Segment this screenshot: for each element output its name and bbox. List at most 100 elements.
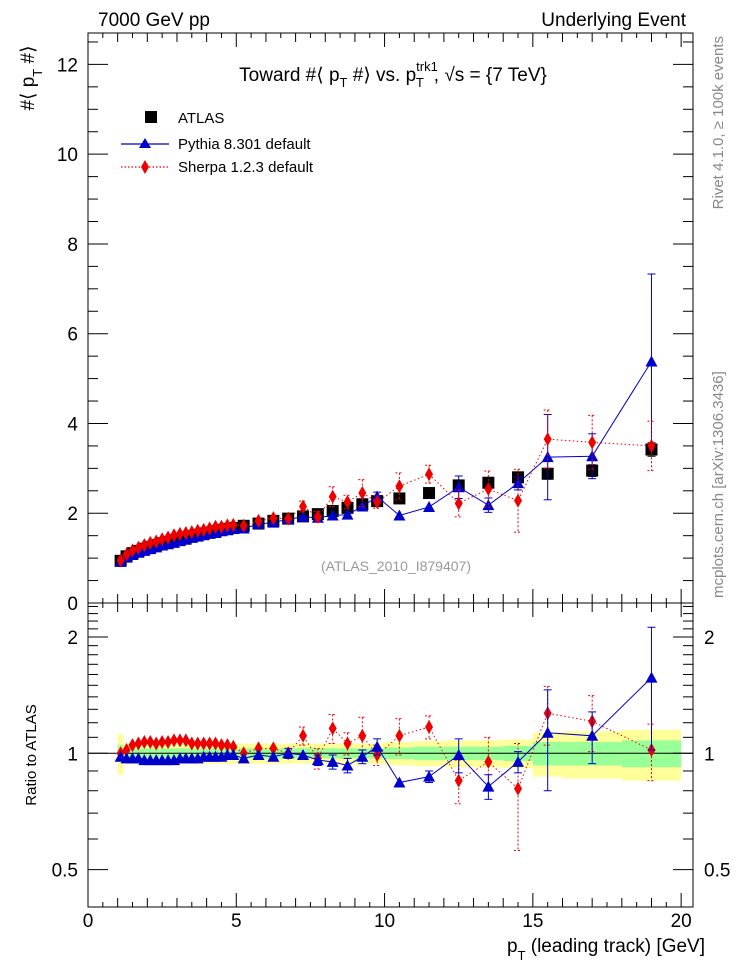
sherpa-ratio-point [128, 738, 137, 753]
ratio-y-tick-label-right: 2 [704, 628, 715, 649]
sherpa-ratio-point [140, 734, 149, 749]
ratio-y-tick-label-left: 0.5 [52, 861, 78, 882]
sherpa-ratio-point [205, 736, 214, 751]
x-tick-label: 15 [522, 911, 543, 932]
sherpa-ratio-point [328, 721, 337, 736]
sherpa-ratio-point [211, 736, 220, 751]
y-tick-label: 12 [57, 55, 78, 76]
ratio-y-tick-label-right: 0.5 [704, 861, 730, 882]
sherpa-point [164, 530, 173, 545]
sherpa-point [484, 482, 493, 496]
x-axis-label: pT (leading track) [GeV] [507, 936, 705, 963]
sherpa-point [254, 513, 263, 528]
ratio-y-tick-label-left: 1 [67, 744, 78, 765]
atlas-point [423, 487, 436, 500]
x-tick-label: 20 [671, 911, 692, 932]
ratio-ylabel: Ratio to ATLAS [23, 704, 40, 805]
sherpa-ratio-point [146, 734, 155, 749]
legend: ATLAS Pythia 8.301 default Sherpa 1.2.3 … [121, 110, 314, 176]
sherpa-point [181, 525, 190, 540]
pythia-ratio-point [452, 748, 465, 760]
sherpa-point [328, 489, 337, 504]
pythia-ratio-point [252, 748, 265, 760]
main-panel: 0 2 4 6 8 10 12 [57, 32, 694, 615]
sherpa-ratio-point [358, 728, 367, 743]
pythia-ratio-point [645, 671, 658, 683]
sherpa-ratio-point [343, 736, 352, 751]
pythia-point [297, 510, 310, 522]
legend-marker-atlas [145, 111, 157, 123]
x-tick-label: 10 [374, 911, 395, 932]
y-tick-label: 2 [67, 504, 78, 525]
pythia-ratio-point [341, 759, 354, 771]
pythia-point [326, 509, 339, 521]
sherpa-point [146, 535, 155, 550]
legend-label-pythia: Pythia 8.301 default [178, 136, 311, 153]
legend-label-sherpa: Sherpa 1.2.3 default [178, 159, 314, 176]
sherpa-ratio-point [217, 738, 226, 753]
sherpa-point [358, 486, 367, 501]
sherpa-point [122, 547, 131, 562]
sherpa-point [140, 538, 149, 553]
sherpa-point [152, 534, 161, 549]
sherpa-point [588, 435, 597, 450]
sherpa-ratio-point [269, 741, 278, 756]
pythia-ratio-point [237, 752, 250, 764]
sherpa-ratio-line [120, 712, 652, 790]
pythia-ratio-point [482, 780, 495, 792]
ratio-panel: 0 5 10 15 20 0.5 0.5 1 1 2 2 [52, 602, 730, 932]
sherpa-point [543, 432, 552, 447]
sherpa-point [299, 499, 308, 514]
pythia-ratio-point [586, 729, 599, 741]
pythia-ratio-point [267, 750, 280, 762]
header-right: Underlying Event [541, 10, 686, 31]
sherpa-ratio-point [454, 773, 463, 788]
pythia-point [423, 500, 436, 512]
legend-label-atlas: ATLAS [178, 110, 224, 127]
sherpa-ratio-point [164, 734, 173, 749]
sherpa-point [205, 521, 214, 536]
sherpa-ratio-point [158, 734, 167, 749]
pythia-ratio-point [326, 755, 339, 767]
sherpa-point [175, 526, 184, 541]
y-tick-label: 8 [67, 235, 78, 256]
ratio-y-tick-label-right: 1 [704, 744, 715, 765]
header-left: 7000 GeV pp [98, 10, 210, 31]
y-tick-label: 0 [67, 594, 78, 615]
sherpa-point [425, 467, 434, 482]
sherpa-ratio-point [175, 733, 184, 748]
pythia-ratio-point [512, 755, 525, 767]
pythia-ratio-point [311, 754, 324, 766]
pythia-ratio-point [356, 750, 369, 762]
sherpa-point [128, 543, 137, 558]
sherpa-ratio-point [254, 741, 263, 756]
y-tick-label: 10 [57, 145, 78, 166]
sherpa-ratio-point [425, 719, 434, 734]
sherpa-point [199, 522, 208, 537]
sherpa-point [514, 493, 523, 508]
sherpa-point [284, 511, 293, 526]
sherpa-ratio-point [170, 733, 179, 748]
sherpa-point [193, 523, 202, 538]
sherpa-point [373, 495, 382, 510]
sherpa-point [158, 532, 167, 547]
chart-title: Toward #⟨ pT #⟩ vs. ptrk1 T, √s = {7 TeV} [239, 59, 547, 90]
sherpa-point [187, 525, 196, 540]
rivet-label: Rivet 4.1.0, ≥ 100k events [710, 36, 727, 209]
sherpa-point [454, 496, 463, 511]
pythia-ratio-point [227, 748, 240, 760]
sherpa-ratio-point [395, 728, 404, 743]
mcplots-label: mcplots.cern.ch [arXiv:1306.3436] [710, 371, 727, 598]
sherpa-ratio-point [152, 736, 161, 751]
analysis-watermark: (ATLAS_2010_I879407) [321, 558, 471, 574]
sherpa-ratio-point [299, 728, 308, 743]
sherpa-point [343, 495, 352, 510]
x-tick-label: 5 [231, 911, 242, 932]
sherpa-ratio-point [181, 733, 190, 748]
sherpa-ratio-point [229, 739, 238, 754]
sherpa-ratio-point [514, 781, 523, 796]
sherpa-ratio-point [199, 736, 208, 751]
sherpa-point [211, 519, 220, 534]
sherpa-point [313, 509, 322, 524]
